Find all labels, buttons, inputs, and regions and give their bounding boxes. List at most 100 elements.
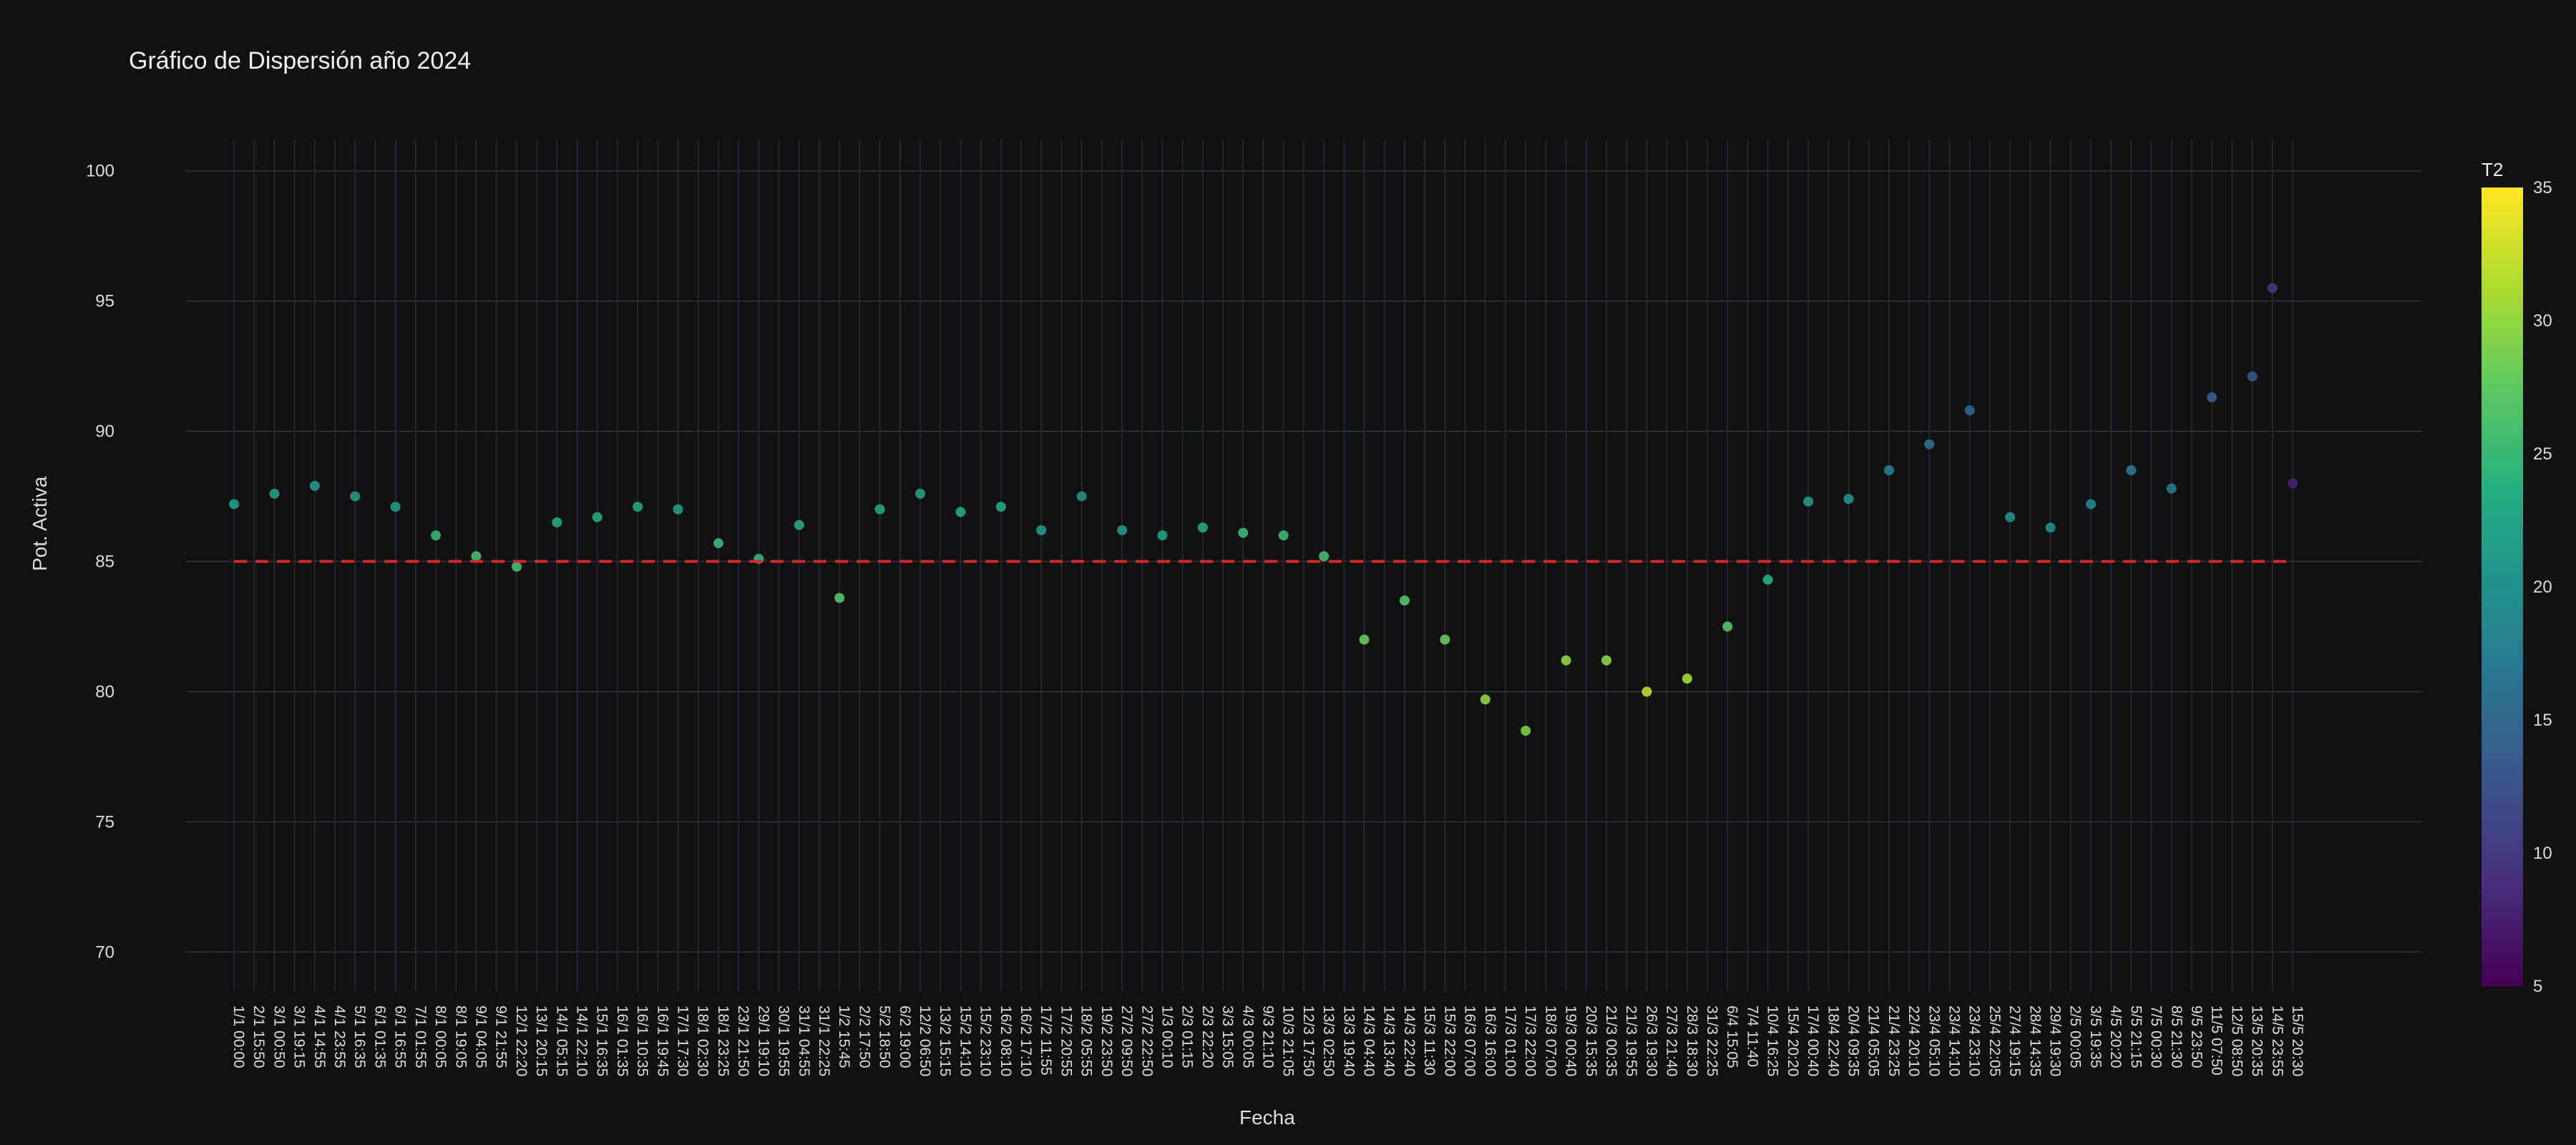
x-tick-label: 6/2 19:00 (897, 1005, 913, 1068)
x-tick-label: 14/3 13:40 (1381, 1005, 1397, 1076)
x-tick-label: 5/1 16:35 (351, 1005, 368, 1068)
x-tick-label: 12/1 22:20 (513, 1005, 530, 1076)
x-tick-label: 3/1 00:50 (270, 1005, 287, 1068)
data-point (1359, 634, 1370, 645)
x-tick-label: 8/5 21:30 (2168, 1005, 2185, 1068)
data-point (2207, 392, 2218, 403)
data-point (955, 507, 966, 517)
x-tick-labels: 1/1 00:00 2/1 15:50 3/1 00:50 3/1 19:15 4/1 … (230, 1005, 2306, 1076)
x-tick-label: 1/3 00:10 (1158, 1005, 1175, 1068)
x-tick-label: 21/4 23:25 (1885, 1005, 1902, 1076)
x-tick-label: 3/1 19:15 (291, 1005, 308, 1068)
data-point (1641, 686, 1652, 697)
x-tick-label: 8/1 19:05 (452, 1005, 469, 1068)
x-tick-label: 18/4 22:40 (1825, 1005, 1841, 1076)
y-tick-label: 75 (95, 812, 114, 832)
x-tick-label: 31/3 22:25 (1704, 1005, 1720, 1076)
x-tick-label: 18/1 02:30 (695, 1005, 711, 1076)
x-tick-label: 6/4 15:05 (1724, 1005, 1740, 1068)
data-point (1117, 525, 1128, 535)
x-tick-label: 17/3 01:00 (1502, 1005, 1518, 1076)
data-point (1440, 634, 1450, 645)
x-tick-label: 27/2 22:50 (1138, 1005, 1155, 1076)
x-tick-label: 23/1 21:50 (735, 1005, 751, 1076)
data-point (874, 504, 885, 515)
data-point (794, 520, 804, 530)
x-tick-label: 17/2 20:55 (1058, 1005, 1074, 1076)
data-point (309, 481, 320, 492)
x-tick-label: 27/2 09:50 (1118, 1005, 1135, 1076)
x-tick-label: 15/3 22:00 (1441, 1005, 1458, 1076)
data-point (1682, 673, 1692, 684)
data-point (2045, 522, 2056, 533)
data-point (1399, 595, 1410, 606)
x-tick-label: 31/1 22:25 (816, 1005, 832, 1076)
x-tick-label: 9/5 23:50 (2188, 1005, 2205, 1068)
x-tick-label: 8/1 00:05 (432, 1005, 449, 1068)
data-point (1076, 491, 1087, 502)
x-tick-label: 9/1 04:05 (472, 1005, 489, 1068)
y-tick-labels: 70 75 80 85 90 95 100 (86, 162, 114, 963)
x-tick-label: 26/3 19:30 (1643, 1005, 1659, 1076)
x-tick-label: 13/1 20:15 (533, 1005, 550, 1076)
x-tick-label: 16/3 07:00 (1462, 1005, 1478, 1076)
x-tick-label: 18/1 23:25 (715, 1005, 731, 1076)
x-tick-label: 5/2 18:50 (877, 1005, 893, 1068)
x-tick-label: 1/2 15:45 (836, 1005, 852, 1068)
x-tick-label: 29/4 19:30 (2047, 1005, 2064, 1076)
x-tick-label: 13/3 02:50 (1320, 1005, 1337, 1076)
data-point (511, 561, 522, 572)
x-tick-label: 2/3 22:20 (1199, 1005, 1216, 1068)
x-tick-label: 22/4 20:10 (1906, 1005, 1922, 1076)
data-point (1883, 465, 1894, 476)
data-point (1561, 655, 1571, 666)
x-tick-label: 23/4 23:10 (1966, 1005, 1983, 1076)
x-gridlines (233, 140, 2293, 991)
data-point (431, 530, 441, 541)
y-tick-label: 85 (95, 552, 114, 572)
x-tick-label: 13/2 15:15 (937, 1005, 953, 1076)
x-tick-label: 21/3 19:55 (1623, 1005, 1639, 1076)
x-tick-label: 17/3 22:00 (1522, 1005, 1538, 1076)
x-tick-label: 12/3 17:50 (1300, 1005, 1317, 1076)
x-tick-label: 14/3 04:40 (1361, 1005, 1377, 1076)
colorbar: 5 10 15 20 25 30 35 (2482, 178, 2552, 996)
colorbar-tick-label: 5 (2533, 977, 2542, 996)
data-point (1197, 522, 1208, 533)
data-point (1036, 525, 1047, 535)
data-point (1924, 439, 1935, 449)
x-tick-label: 31/1 04:55 (796, 1005, 812, 1076)
x-tick-label: 7/4 11:40 (1744, 1005, 1760, 1067)
data-point (1803, 496, 1814, 507)
data-point (995, 502, 1006, 512)
x-tick-label: 6/1 01:35 (371, 1005, 388, 1068)
x-tick-label: 2/5 00:05 (2067, 1005, 2084, 1068)
data-point (1278, 530, 1289, 541)
x-tick-label: 30/1 19:55 (776, 1005, 792, 1076)
data-point (633, 502, 643, 512)
x-tick-label: 21/3 00:35 (1603, 1005, 1619, 1076)
y-tick-label: 80 (95, 682, 114, 701)
x-tick-label: 23/4 14:10 (1946, 1005, 1963, 1076)
x-tick-label: 4/1 23:55 (331, 1005, 348, 1068)
x-tick-label: 3/3 15:05 (1219, 1005, 1236, 1068)
x-tick-label: 28/4 14:35 (2026, 1005, 2043, 1076)
colorbar-tick-label: 10 (2533, 844, 2552, 863)
x-tick-label: 23/4 05:10 (1926, 1005, 1942, 1076)
x-tick-label: 28/3 18:30 (1684, 1005, 1700, 1076)
colorbar-gradient (2482, 187, 2523, 986)
data-point (1762, 575, 1773, 585)
data-point (1319, 551, 1330, 562)
x-tick-label: 16/2 17:10 (1018, 1005, 1034, 1076)
x-tick-label: 25/4 22:05 (1986, 1005, 2003, 1076)
x-tick-label: 15/5 20:30 (2289, 1005, 2306, 1076)
data-point (1238, 527, 1249, 538)
x-tick-label: 5/5 21:15 (2127, 1005, 2144, 1068)
x-tick-label: 20/3 15:35 (1583, 1005, 1599, 1076)
x-tick-label: 19/3 00:40 (1563, 1005, 1579, 1076)
x-tick-label: 16/1 10:35 (634, 1005, 650, 1076)
x-tick-label: 14/5 23:55 (2269, 1005, 2285, 1076)
x-tick-label: 10/3 21:05 (1280, 1005, 1297, 1076)
x-tick-label: 15/1 16:35 (594, 1005, 610, 1076)
